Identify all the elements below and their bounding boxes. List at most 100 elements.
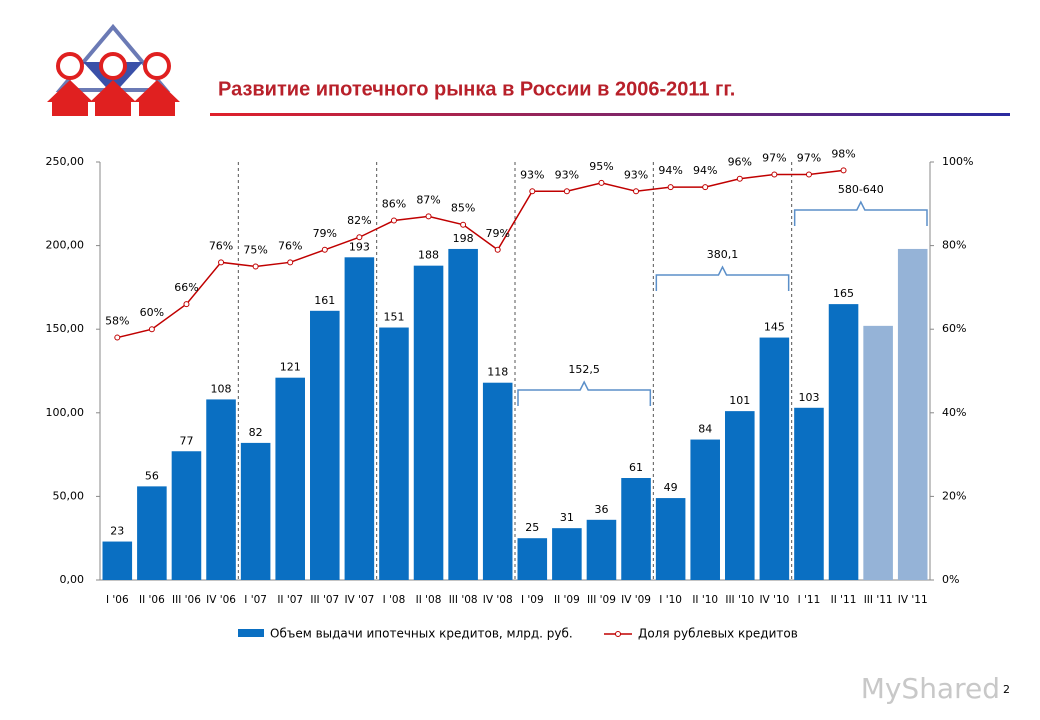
x-tick-label: I '10	[659, 594, 682, 606]
bar-label: 151	[383, 311, 404, 324]
bar-label: 121	[280, 361, 301, 374]
y2-tick-label: 60%	[942, 322, 966, 335]
chart-title: Развитие ипотечного рынка в России в 200…	[218, 78, 735, 100]
bar-label: 198	[453, 232, 474, 245]
point-label: 93%	[555, 168, 579, 181]
bar-label: 82	[249, 426, 263, 439]
point-label: 94%	[693, 164, 717, 177]
x-tick-label: IV '07	[344, 594, 374, 606]
line-point	[667, 184, 674, 191]
y2-tick-label: 20%	[942, 489, 966, 502]
watermark: MyShared	[861, 672, 1000, 705]
line-point	[183, 301, 190, 308]
x-tick-label: III '06	[172, 594, 201, 606]
bar-label: 31	[560, 511, 574, 524]
point-label: 97%	[797, 152, 821, 165]
y-tick-label: 150,00	[46, 322, 85, 335]
x-tick-label: I '11	[798, 594, 821, 606]
line-point	[356, 234, 363, 241]
x-tick-label: II '08	[416, 594, 442, 606]
bar-label: 101	[729, 394, 750, 407]
y-tick-label: 50,00	[53, 489, 85, 502]
y2-tick-label: 80%	[942, 239, 966, 252]
line-point	[321, 246, 328, 253]
x-tick-label: IV '09	[621, 594, 651, 606]
x-tick-label: I '08	[383, 594, 406, 606]
point-label: 82%	[347, 214, 371, 227]
bar-label: 77	[179, 434, 193, 447]
bar	[897, 248, 928, 580]
x-tick-label: III '11	[864, 594, 893, 606]
point-label: 85%	[451, 202, 475, 215]
point-label: 86%	[382, 198, 406, 211]
line-point	[633, 188, 640, 195]
point-label: 94%	[658, 164, 682, 177]
bar-label: 118	[487, 366, 508, 379]
bar-label: 56	[145, 469, 159, 482]
y2-tick-label: 0%	[942, 573, 959, 586]
line-point	[805, 171, 812, 178]
bar-label: 49	[664, 481, 678, 494]
line-point	[218, 259, 225, 266]
bar	[171, 451, 202, 580]
logo	[47, 23, 180, 116]
y-tick-label: 0,00	[60, 573, 85, 586]
bar-label: 161	[314, 294, 335, 307]
point-label: 79%	[313, 227, 337, 240]
point-label: 96%	[728, 156, 752, 169]
bar-label: 25	[525, 521, 539, 534]
bar	[448, 248, 478, 580]
point-label: 87%	[416, 193, 440, 206]
title-underline	[210, 113, 1010, 116]
bar	[794, 407, 824, 580]
point-label: 66%	[174, 281, 198, 294]
x-tick-label: III '10	[725, 594, 754, 606]
point-label: 76%	[209, 239, 233, 252]
point-label: 60%	[140, 306, 164, 319]
x-tick-label: I '07	[244, 594, 267, 606]
legend-swatch	[238, 629, 264, 637]
bar-label: 23	[110, 525, 124, 538]
bar-label: 188	[418, 249, 439, 262]
bar	[655, 498, 686, 580]
x-tick-label: II '09	[554, 594, 580, 606]
x-tick-label: IV '11	[898, 594, 928, 606]
bar	[344, 257, 375, 580]
legend-label: Доля рублевых кредитов	[638, 627, 798, 641]
bar	[102, 541, 133, 580]
point-label: 98%	[831, 147, 855, 160]
line-point	[425, 213, 432, 220]
x-tick-label: II '10	[692, 594, 718, 606]
bar-label: 61	[629, 461, 643, 474]
line-point	[598, 179, 605, 186]
line-point	[460, 221, 467, 228]
x-tick-label: II '07	[277, 594, 303, 606]
point-label: 93%	[520, 168, 544, 181]
x-tick-label: IV '06	[206, 594, 236, 606]
brace	[655, 265, 790, 291]
x-tick-label: IV '10	[759, 594, 789, 606]
x-tick-label: II '06	[139, 594, 165, 606]
bar	[725, 411, 755, 580]
bar	[275, 377, 305, 580]
bar	[517, 538, 548, 580]
brace-label: 152,5	[568, 363, 600, 376]
point-label: 75%	[243, 244, 267, 257]
y-tick-label: 250,00	[46, 155, 85, 168]
legend-label: Объем выдачи ипотечных кредитов, млрд. р…	[270, 627, 573, 641]
point-label: 97%	[762, 152, 786, 165]
brace	[517, 380, 652, 406]
brace	[793, 200, 928, 226]
bar	[552, 528, 582, 580]
x-tick-label: III '09	[587, 594, 616, 606]
line-point	[529, 188, 536, 195]
point-label: 58%	[105, 315, 129, 328]
x-tick-label: I '09	[521, 594, 544, 606]
line-point	[702, 184, 709, 191]
line-point	[771, 171, 778, 178]
bar-label: 36	[594, 503, 608, 516]
bar	[586, 519, 617, 580]
bar	[621, 478, 651, 580]
bar-label: 165	[833, 287, 854, 300]
